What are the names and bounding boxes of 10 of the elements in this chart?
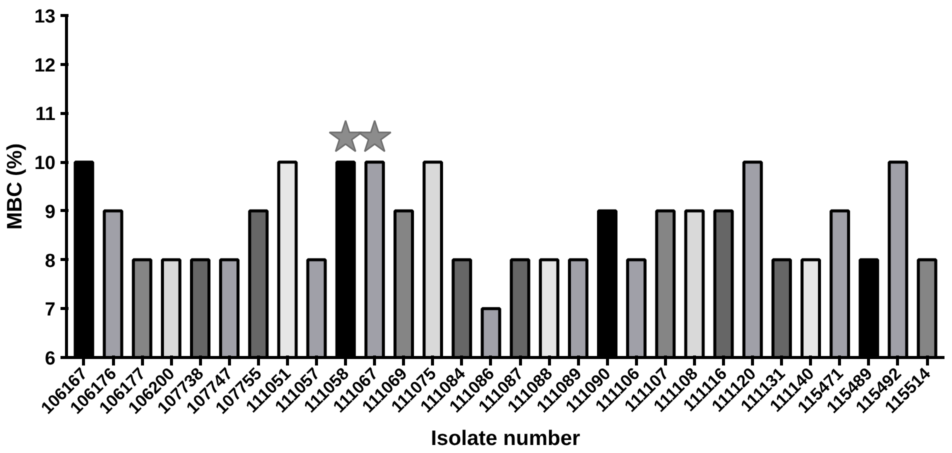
x-axis-title: Isolate number	[430, 427, 580, 450]
y-tick-label: 12	[34, 55, 56, 76]
y-axis-title: MBC (%)	[3, 143, 26, 230]
y-tick-label: 7	[44, 300, 56, 321]
y-tick-label: 8	[44, 250, 56, 272]
y-tick-label: 11	[35, 104, 56, 126]
y-tick-label: 9	[44, 202, 56, 223]
y-tick-label: 6	[44, 348, 56, 370]
y-tick-label: 10	[34, 153, 56, 174]
y-tick-label: 13	[34, 6, 56, 28]
